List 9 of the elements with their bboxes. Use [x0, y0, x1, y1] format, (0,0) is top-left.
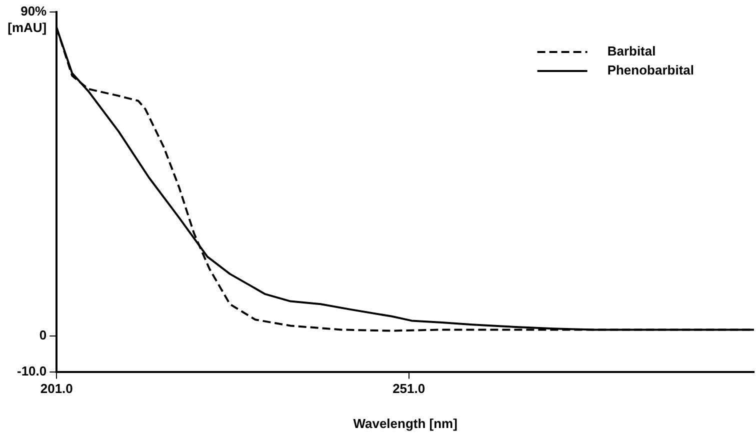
legend-label: Phenobarbital	[607, 62, 694, 78]
x-tick-label: 251.0	[392, 381, 426, 396]
legend-label: Barbital	[607, 44, 656, 59]
y-tick-label: 0	[39, 327, 47, 342]
x-tick-label: 201.0	[40, 381, 73, 396]
y-axis-title: [mAU]	[8, 20, 47, 36]
x-axis-title: Wavelength [nm]	[353, 416, 458, 431]
y-tick-label: 90%	[20, 4, 48, 19]
y-tick-label: -10.0	[16, 363, 47, 378]
